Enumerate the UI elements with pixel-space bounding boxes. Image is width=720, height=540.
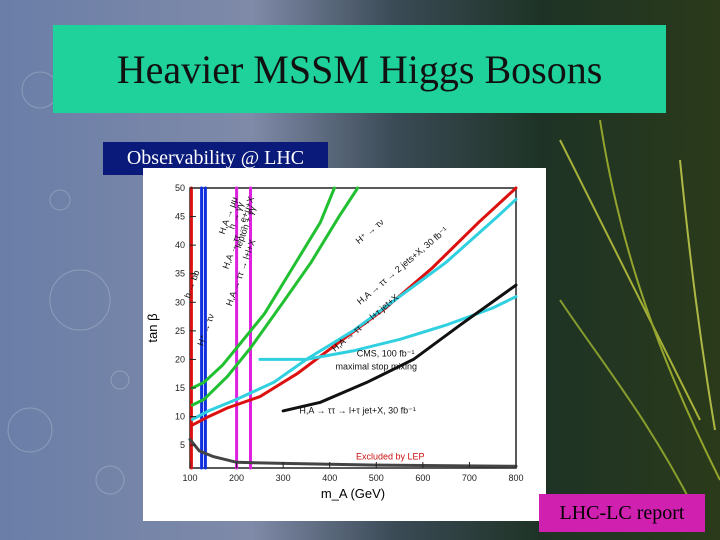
y-tick-label-4: 25 [175,326,185,336]
y-tick-label-3: 20 [175,354,185,364]
x-tick-label-3: 400 [322,473,337,483]
y-tick-label-8: 45 [175,212,185,222]
series-line-6 [190,186,336,390]
series-line-10 [281,283,518,413]
tick-layer: 100 200 300 400 500 600 700 800 5 10 15 20 25 30 35 40 4… [175,183,524,483]
x-tick-label-1: 200 [229,473,244,483]
annotation-0: CMS, 100 fb⁻¹ [357,349,415,359]
discovery-contour-chart: 100 200 300 400 500 600 700 800 5 10 15 20 25 30 35 40 4… [145,183,524,501]
slide-title: Heavier MSSM Higgs Bosons [116,46,603,92]
y-tick-label-7: 40 [175,240,185,250]
x-tick-label-0: 100 [182,473,197,483]
plot-area [189,187,517,469]
annotation-1: maximal stop mixing [336,362,418,372]
x-tick-label-2: 300 [276,473,291,483]
x-tick-label-5: 600 [415,473,430,483]
annotation-2: H,A → ττ → l+τ jet+X, 30 fb⁻¹ [299,406,415,416]
y-tick-label-1: 10 [175,412,185,422]
x-tick-label-6: 700 [462,473,477,483]
series-line-5 [190,186,360,407]
report-label: LHC-LC report [539,494,705,532]
title-box: Heavier MSSM Higgs Bosons [53,25,666,113]
y-axis-label: tan β [145,313,160,342]
plot-frame [189,187,517,469]
series-line-8 [190,197,518,421]
y-tick-label-0: 5 [180,440,185,450]
y-tick-label-9: 50 [175,183,185,193]
y-tick-label-5: 30 [175,297,185,307]
annotation-3: Excluded by LEP [356,451,425,461]
y-tick-label-6: 35 [175,269,185,279]
y-tick-label-2: 15 [175,383,185,393]
x-tick-label-7: 800 [508,473,523,483]
series-line-9 [258,295,518,361]
x-axis-label: m_A (GeV) [321,486,385,501]
x-tick-label-4: 500 [369,473,384,483]
